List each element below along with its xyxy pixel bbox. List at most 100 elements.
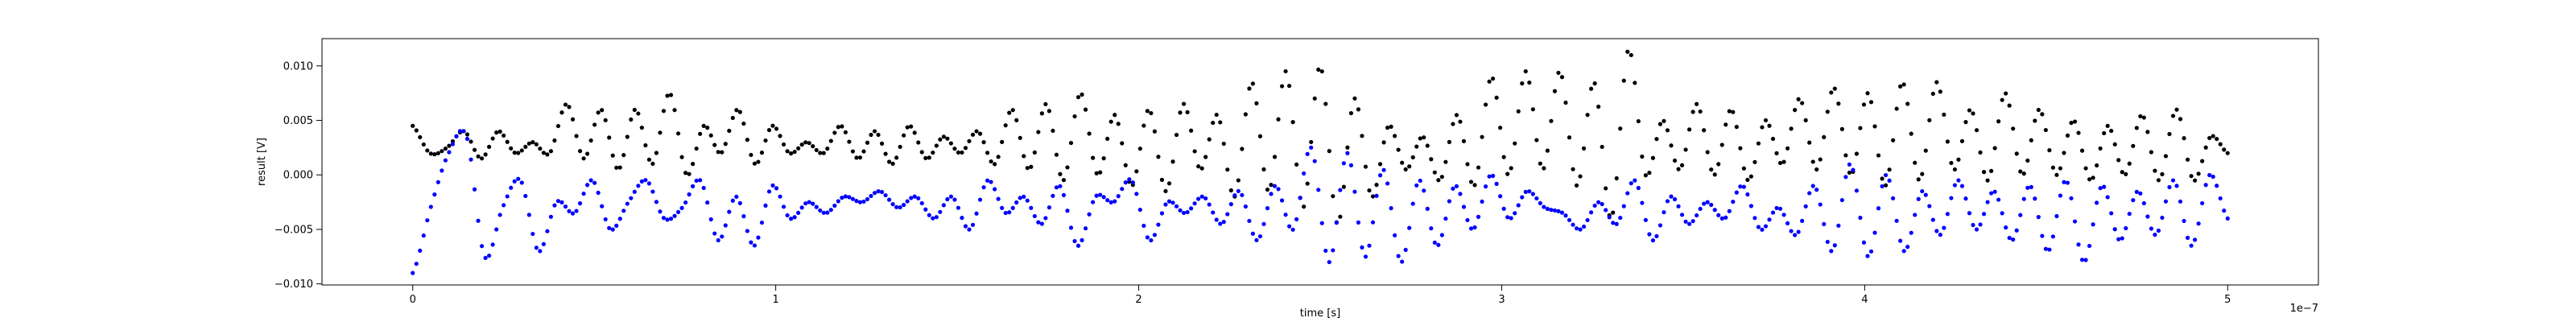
black-data-point [1938,89,1942,94]
black-data-point [502,133,506,138]
blue-data-point [541,242,546,246]
black-data-point [1137,147,1142,151]
black-data-point [2196,171,2201,176]
black-data-point [894,155,899,160]
blue-data-point [708,217,713,222]
blue-data-point [887,197,892,202]
black-data-point [1461,138,1467,143]
blue-data-point [1269,192,1274,196]
black-data-point [701,123,706,129]
blue-data-point [970,222,976,227]
black-data-point [1760,125,1765,130]
blue-data-point [1352,189,1357,194]
plot-frame [321,38,2319,286]
blue-data-point [1465,217,1470,223]
blue-data-point [1934,229,1939,233]
black-data-point [443,147,448,151]
black-data-point [828,138,833,143]
blue-data-point [1868,249,1874,254]
black-data-point [1105,136,1110,141]
black-data-point [2153,168,2157,173]
black-data-point [814,147,819,153]
black-data-point [1825,109,1830,114]
blue-data-point [679,205,684,210]
black-data-point [1650,155,1656,160]
black-data-point [1996,119,2001,124]
blue-data-point [948,194,954,199]
black-data-point [945,136,950,141]
blue-data-point [436,180,440,184]
blue-data-point [596,190,601,196]
blue-data-point [1657,223,1663,228]
black-data-point [1323,101,1328,106]
blue-data-point [1345,151,1350,155]
blue-data-point [1748,204,1753,208]
black-data-point [1454,113,1459,118]
blue-data-point [1636,185,1641,191]
x-axis-offset-label: 1e−7 [2290,303,2318,315]
black-data-point [981,140,986,145]
blue-data-point [1567,217,1572,222]
blue-data-point [1952,183,1958,188]
blue-data-point [1839,197,1844,203]
black-data-point [941,134,946,139]
blue-data-point [2163,199,2169,204]
blue-data-point [665,217,670,222]
black-data-point [570,117,576,122]
blue-data-point [1120,187,1125,192]
blue-data-point [730,198,735,203]
blue-data-point [1091,200,1096,204]
black-data-point [1036,130,1041,134]
blue-data-point [2021,196,2026,201]
black-data-point [1930,91,1935,97]
blue-data-point [2160,215,2165,221]
blue-data-point [1221,220,1226,225]
blue-data-point [1356,220,1361,225]
black-data-point [2167,131,2172,137]
black-data-point [857,155,863,160]
blue-data-point [1294,217,1299,221]
black-data-point [2079,148,2085,153]
black-data-point [2131,143,2136,148]
black-data-point [1061,178,1067,183]
black-data-point [879,141,885,146]
black-data-point [1923,148,1928,153]
blue-data-point [1872,230,1877,235]
blue-data-point [1065,208,1070,213]
black-data-point [1149,110,1154,116]
black-data-point [679,155,684,159]
blue-data-point [1686,221,1692,226]
blue-data-point [2050,234,2055,239]
black-data-point [1777,160,1783,166]
black-data-point [970,132,976,137]
blue-data-point [502,203,506,208]
blue-data-point [2054,213,2059,219]
blue-data-point [1152,233,1158,237]
black-data-point [876,132,881,138]
black-data-point [1959,138,1965,143]
blue-data-point [836,199,840,204]
black-data-point [872,129,877,134]
blue-data-point [454,134,459,138]
black-data-point [1872,124,1877,129]
blue-data-point [1851,167,1856,172]
black-data-point [1542,166,1546,171]
black-data-point [1676,167,1681,171]
blue-data-point [993,187,997,192]
blue-data-point [1716,213,1721,217]
blue-data-point [1731,200,1736,204]
y-axis: −0.010 −0.005 0.000 0.005 0.010 [275,60,322,291]
black-data-point [650,161,655,167]
blue-data-point [1454,184,1459,188]
blue-data-point [600,204,605,208]
blue-data-point [1400,259,1405,264]
blue-data-point [2040,233,2045,238]
black-data-point [479,156,485,161]
black-data-point [636,111,641,116]
black-data-point [890,161,895,166]
blue-data-point [1832,243,1837,248]
black-data-point [989,159,993,164]
black-data-point [1662,118,1666,123]
blue-data-point [850,196,856,201]
black-data-point [1600,144,1604,150]
